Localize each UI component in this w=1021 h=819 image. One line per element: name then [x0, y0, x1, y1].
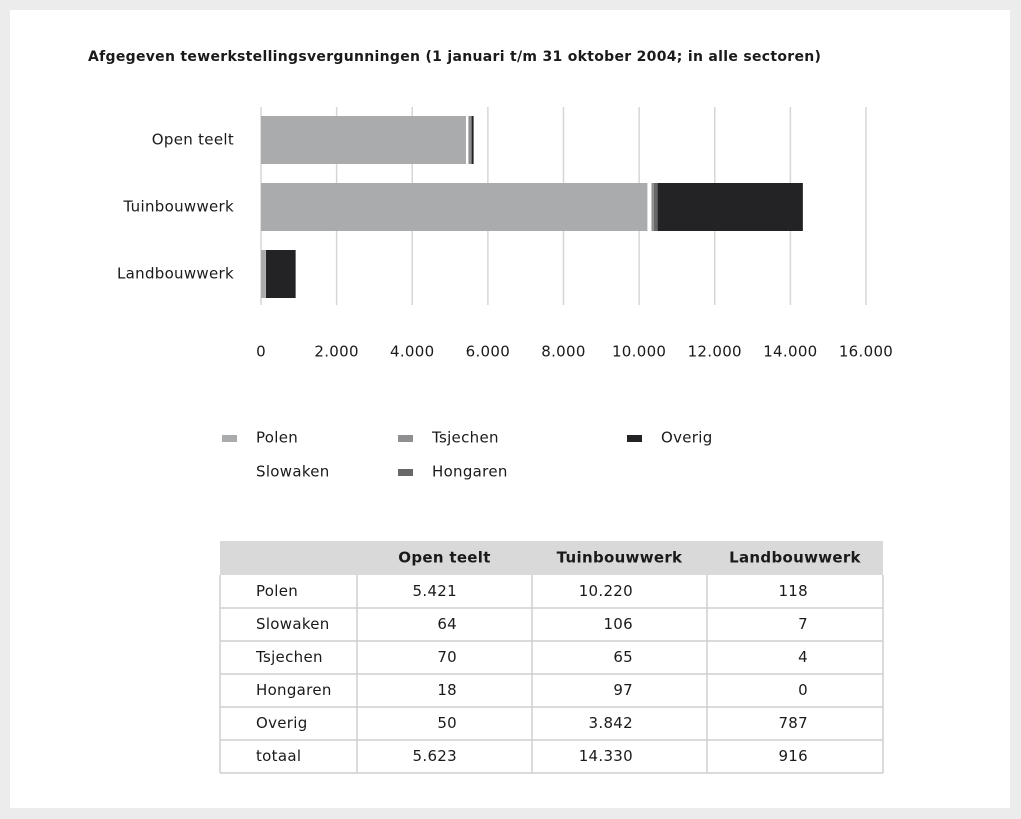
table-cell: 5.421	[413, 582, 457, 600]
y-tick-label: Tuinbouwwerk	[123, 198, 235, 216]
table-cell: 787	[778, 714, 808, 732]
bar-segment	[265, 250, 296, 298]
legend-label: Hongaren	[432, 463, 508, 481]
table-cell: 97	[613, 681, 633, 699]
legend-swatch	[398, 435, 413, 442]
legend-label: Polen	[256, 429, 298, 447]
table-header: Open teelt	[398, 549, 490, 567]
table-row-label: Slowaken	[256, 615, 330, 633]
bar-segment	[465, 116, 469, 164]
table-row-label: Tsjechen	[255, 648, 323, 666]
bar-segment	[647, 183, 652, 231]
x-tick-label: 16.000	[839, 343, 893, 361]
bar-segment	[471, 116, 472, 164]
table-row-label: Overig	[256, 714, 308, 732]
bar-segment	[261, 183, 648, 231]
table-cell: 64	[437, 615, 457, 633]
panel	[10, 10, 1010, 808]
x-tick-label: 0	[256, 343, 266, 361]
x-tick-label: 2.000	[314, 343, 358, 361]
bar-segment	[651, 183, 654, 231]
table-cell: 50	[437, 714, 457, 732]
table-cell: 118	[778, 582, 808, 600]
legend-label: Tsjechen	[431, 429, 499, 447]
x-tick-label: 4.000	[390, 343, 434, 361]
table-cell: 18	[437, 681, 457, 699]
table-cell: 65	[613, 648, 633, 666]
y-tick-label: Landbouwwerk	[117, 265, 234, 283]
x-tick-label: 14.000	[763, 343, 817, 361]
bar-segment	[657, 183, 803, 231]
table-cell: 14.330	[579, 747, 633, 765]
table-cell: 3.842	[589, 714, 633, 732]
table-cell: 4	[798, 648, 808, 666]
bar-segment	[468, 116, 472, 164]
bar-segment	[261, 116, 466, 164]
table-header-bg	[220, 541, 883, 575]
bar-segment	[261, 250, 266, 298]
table-row-label: totaal	[256, 747, 301, 765]
table-cell: 70	[437, 648, 457, 666]
table-header: Tuinbouwwerk	[557, 549, 683, 567]
legend-label: Overig	[661, 429, 713, 447]
table-header: Landbouwwerk	[729, 549, 861, 567]
chart-title: Afgegeven tewerkstellingsvergunningen (1…	[88, 49, 821, 65]
table-cell: 7	[798, 615, 808, 633]
legend-swatch	[222, 435, 237, 442]
table-cell: 5.623	[413, 747, 457, 765]
table-cell: 916	[778, 747, 808, 765]
x-tick-label: 8.000	[541, 343, 585, 361]
table-cell: 0	[798, 681, 808, 699]
x-tick-label: 12.000	[688, 343, 742, 361]
legend-label: Slowaken	[256, 463, 330, 481]
table-cell: 106	[603, 615, 633, 633]
bar-segment	[653, 183, 658, 231]
table-row-label: Hongaren	[256, 681, 332, 699]
bar-segment	[471, 116, 474, 164]
table-row-label: Polen	[256, 582, 298, 600]
legend-swatch	[222, 469, 237, 476]
legend-swatch	[627, 435, 642, 442]
legend-swatch	[398, 469, 413, 476]
x-tick-label: 10.000	[612, 343, 666, 361]
table-cell: 10.220	[579, 582, 633, 600]
y-tick-label: Open teelt	[152, 131, 234, 149]
x-tick-label: 6.000	[466, 343, 510, 361]
